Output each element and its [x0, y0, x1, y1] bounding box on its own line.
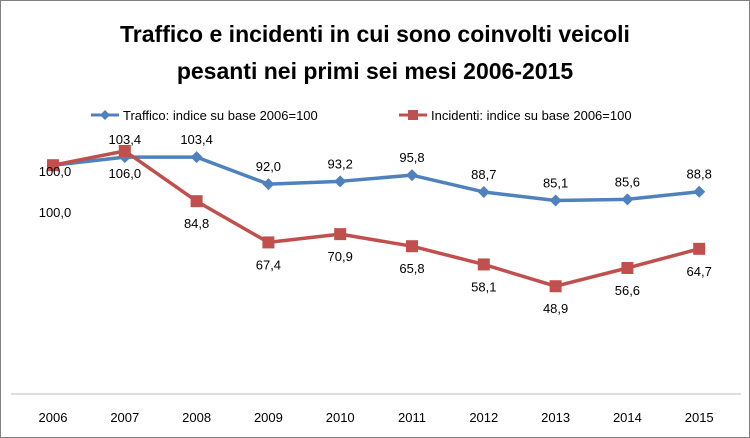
data-label-s1-2015: 88,8 [687, 167, 712, 182]
series-2 [47, 145, 706, 293]
data-label-s2-2010: 70,9 [328, 249, 353, 264]
data-label-s1-2011: 95,8 [399, 150, 424, 165]
data-label-s2-2012: 58,1 [471, 279, 496, 294]
x-tick-label-2013: 2013 [541, 410, 570, 425]
x-tick-label-2009: 2009 [254, 410, 283, 425]
data-label-s1-2013: 85,1 [543, 176, 568, 191]
data-label-s1-2014: 85,6 [615, 174, 640, 189]
point-s2-2007 [118, 145, 131, 157]
point-s2-2015 [693, 242, 706, 255]
point-s1-2013 [549, 194, 562, 207]
data-label-s1-2012: 88,7 [471, 167, 496, 182]
legend-label-2: Incidenti: indice su base 2006=100 [431, 108, 632, 123]
x-axis-tick-labels: 2006 2007 2008 2009 2010 2011 2012 2013 2014 2015 [39, 410, 714, 425]
x-tick-label-2012: 2012 [469, 410, 498, 425]
x-tick-label-2007: 2007 [110, 410, 139, 425]
legend-marker-2 [408, 110, 418, 120]
legend-item-2: Incidenti: indice su base 2006=100 [399, 108, 632, 123]
legend-label-1: Traffico: indice su base 2006=100 [123, 108, 318, 123]
legend: Traffico: indice su base 2006=100 Inciden… [91, 108, 632, 123]
data-labels-1: 100,0 103,4 103,4 92,0 93,2 95,8 88,7 85,1 85,6 8… [39, 132, 712, 190]
point-s1-2014 [621, 193, 634, 206]
data-label-s2-2008: 84,8 [184, 216, 209, 231]
data-label-s2-2007: 106,0 [109, 166, 142, 181]
point-s2-2011 [406, 240, 418, 253]
series-line-2 [52, 149, 700, 288]
point-s2-2012 [477, 258, 490, 271]
point-s1-2015 [693, 185, 706, 198]
point-s1-2008 [190, 151, 203, 164]
point-s1-2009 [262, 178, 275, 191]
x-tick-label-2015: 2015 [685, 410, 714, 425]
x-tick-label-2011: 2011 [398, 410, 426, 425]
series-line-1 [52, 155, 700, 203]
point-s1-2010 [334, 175, 347, 188]
data-label-s1-2009: 92,0 [256, 159, 281, 174]
legend-item-1: Traffico: indice su base 2006=100 [91, 108, 318, 123]
chart-title-line-1: Traffico e incidenti in cui sono coinvol… [120, 21, 630, 47]
point-s2-2006 [47, 159, 59, 172]
point-s1-2011 [406, 169, 418, 182]
point-s2-2014 [621, 262, 634, 274]
data-label-s1-2007: 103,4 [109, 132, 142, 147]
legend-marker-1 [100, 110, 110, 120]
x-tick-label-2014: 2014 [613, 410, 642, 425]
data-label-s2-2014: 56,6 [615, 283, 640, 298]
chart-title-line-2: pesanti nei primi sei mesi 2006-2015 [177, 58, 574, 84]
point-s1-2012 [477, 185, 490, 198]
data-labels-2: 100,0 106,0 84,8 67,4 70,9 65,8 58,1 48,9 56,6 64… [39, 166, 712, 316]
x-tick-label-2008: 2008 [182, 410, 211, 425]
x-tick-label-2006: 2006 [39, 410, 68, 425]
point-s2-2010 [334, 228, 347, 241]
data-label-s1-2010: 93,2 [328, 156, 353, 171]
data-label-s1-2006: 100,0 [39, 164, 72, 179]
data-label-s2-2015: 64,7 [687, 264, 712, 279]
data-label-s2-2013: 48,9 [543, 301, 568, 316]
point-s2-2009 [262, 236, 275, 249]
point-s2-2013 [549, 280, 562, 293]
data-label-s1-2008: 103,4 [180, 132, 213, 147]
data-label-s2-2011: 65,8 [399, 261, 424, 276]
series-layer: 100,0 103,4 103,4 92,0 93,2 95,8 88,7 85,1 85,6 8… [39, 132, 712, 316]
data-label-s2-2006: 100,0 [39, 205, 72, 220]
x-tick-label-2010: 2010 [326, 410, 355, 425]
series-1 [47, 151, 706, 207]
data-label-s2-2009: 67,4 [256, 257, 281, 272]
point-s2-2008 [190, 195, 203, 208]
